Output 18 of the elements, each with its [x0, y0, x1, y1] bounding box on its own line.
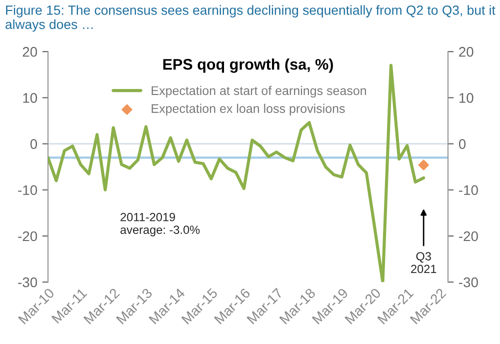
annotation: Q3 2021 [411, 252, 436, 274]
y2-tick-label: -20 [459, 231, 478, 242]
y2-tick-label: -10 [459, 185, 478, 196]
y2-tick-label: -30 [459, 277, 478, 288]
legend-label: Expectation at start of earnings season [152, 86, 366, 98]
y-tick-label: -20 [18, 231, 38, 242]
y2-tick-label: 20 [459, 46, 474, 57]
annotation: 2011-2019 average: -3.0% [120, 212, 200, 236]
legend-label: Expectation ex loan loss provisions [152, 104, 345, 116]
y-tick-label: 0 [30, 139, 38, 149]
y-tick-label: -10 [18, 185, 38, 196]
y-tick-label: 10 [23, 93, 38, 103]
chart-title: Figure 15: The consensus sees earnings declining sequentially from Q2 to Q3, but it always does … [6, 5, 496, 32]
y2-tick-label: 10 [459, 93, 474, 103]
y2-tick-label: 0 [458, 139, 466, 149]
chart-subtitle: EPS qoq growth (sa, %) [163, 58, 333, 73]
y-tick-label: -30 [18, 277, 38, 288]
y-tick-label: 20 [22, 46, 38, 57]
